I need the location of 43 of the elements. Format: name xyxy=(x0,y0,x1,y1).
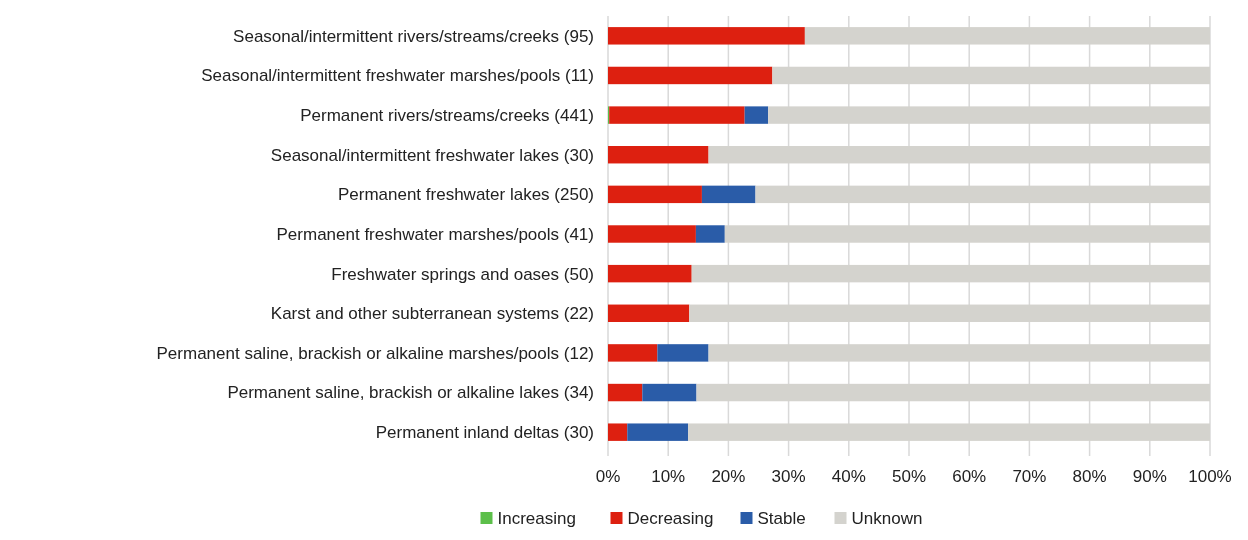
bar xyxy=(608,264,692,283)
bar xyxy=(608,185,702,204)
y-tick-label: Permanent inland deltas (30) xyxy=(375,423,594,443)
legend-label: Stable xyxy=(757,508,806,528)
legend-label: Unknown xyxy=(851,508,923,528)
x-tick-label: 20% xyxy=(711,467,746,486)
y-tick-label: Seasonal/intermittent rivers/streams/creeks (95) xyxy=(233,26,594,46)
x-tick-label: 70% xyxy=(1012,467,1047,486)
x-tick-label: 60% xyxy=(952,467,987,486)
bar xyxy=(608,344,658,362)
x-tick-label: 90% xyxy=(1132,467,1167,486)
bar xyxy=(608,304,690,322)
x-tick-label: 10% xyxy=(651,467,686,486)
x-tick-label: 0% xyxy=(595,467,621,486)
bar xyxy=(608,423,628,441)
y-tick-label: Permanent saline, brackish or alkaline marshes/pools (12) xyxy=(156,343,594,363)
bar xyxy=(701,185,756,204)
y-tick-label: Permanent freshwater lakes (250) xyxy=(337,185,594,205)
bar xyxy=(744,106,769,124)
bar xyxy=(609,106,745,124)
y-tick-label: Permanent rivers/streams/creeks (441) xyxy=(300,106,594,126)
legend-label: Increasing xyxy=(497,508,576,528)
x-tick-label: 40% xyxy=(831,467,866,486)
bar xyxy=(642,383,697,402)
x-tick-label: 100% xyxy=(1188,467,1232,486)
bar xyxy=(608,225,696,243)
y-tick-label: Permanent saline, brackish or alkaline lakes (34) xyxy=(227,383,594,403)
bar xyxy=(608,383,643,402)
y-tick-label: Seasonal/intermittent freshwater lakes (30) xyxy=(270,145,594,165)
bar xyxy=(608,66,773,85)
bar xyxy=(657,344,709,362)
bar xyxy=(695,225,725,243)
bar xyxy=(608,27,805,45)
legend-label: Decreasing xyxy=(627,508,714,528)
x-tick-label: 80% xyxy=(1072,467,1107,486)
x-tick-label: 30% xyxy=(771,467,806,486)
bar xyxy=(627,423,689,441)
x-tick-label: 50% xyxy=(891,467,927,486)
bar xyxy=(608,146,709,164)
y-tick-label: Karst and other subterranean systems (22) xyxy=(270,304,594,324)
y-tick-label: Seasonal/intermittent freshwater marshes/pools (11) xyxy=(201,66,594,86)
y-tick-label: Permanent freshwater marshes/pools (41) xyxy=(276,224,594,244)
y-tick-label: Freshwater springs and oases (50) xyxy=(331,264,594,284)
